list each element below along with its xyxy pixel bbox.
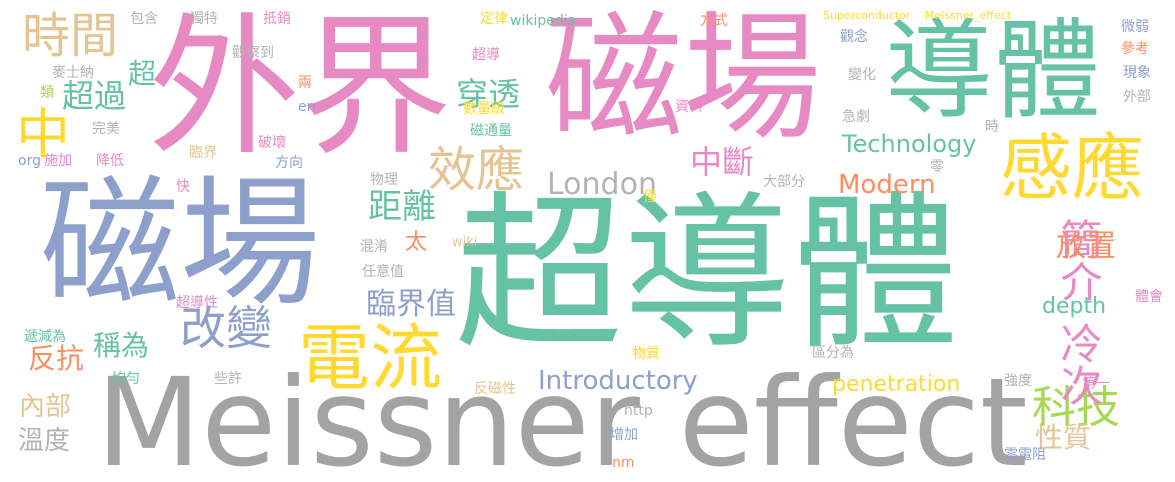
word: 稱為 [93,329,150,362]
word: 強度 [1004,373,1032,389]
word: 中 [16,103,70,166]
word: 微弱 [1121,19,1149,35]
word: 急劇 [842,109,870,125]
word: 遞減為 [24,329,66,345]
word: 電流 [298,316,443,400]
word: 定律 [480,11,508,27]
word: 臨界值 [366,287,456,322]
word: 超 [128,57,157,90]
word: 效應 [428,142,525,198]
word: 磁場 [40,163,321,326]
word: 外界 [148,0,452,176]
word: org [18,153,41,169]
word: 參考 [1121,41,1149,57]
word: 數量級 [463,101,505,117]
word: Introductory [538,366,698,396]
word: 施加 [44,153,72,169]
word: Superconductor [823,9,911,22]
word: 快 [176,179,190,195]
word: 增加 [610,427,638,443]
word: Modern [838,170,936,200]
word: 時間 [22,8,119,64]
word: wikipedia [510,13,577,29]
word: 距離 [368,187,436,227]
word: 反磁性 [474,381,516,397]
word: Meissner_effect [925,9,1012,22]
word: 物質 [632,346,660,362]
word: 混淆 [360,239,388,255]
word: 磁場 [545,0,822,159]
word: 溫度 [18,426,71,456]
word: 資料 [675,99,703,115]
word: 超導體 [455,176,959,372]
word: 方向 [275,155,303,171]
word: 性質 [1035,421,1092,454]
word: http [624,403,653,419]
word: 大部分 [763,174,805,190]
word: 冷次 [1054,322,1103,406]
word: 超過 [62,77,127,115]
word: 導體 [885,9,1102,134]
word: 放置 [1056,229,1116,264]
word: 第一 [1082,376,1110,392]
word: 方式 [700,13,728,29]
word: 獨特 [190,11,218,27]
word: 改變 [180,301,272,355]
word: 包含 [130,11,158,27]
word: 簡介 [1054,218,1103,302]
word: 體會 [1135,289,1163,305]
word: 區分為 [812,345,854,361]
word: nm [612,455,635,471]
word: 降低 [96,153,124,169]
word: 現象 [1123,65,1151,81]
word: 科技 [1032,382,1120,433]
word: 破壞 [258,135,286,151]
word: 均勻 [112,371,140,387]
word: 觀念 [840,29,868,45]
word: en [298,99,316,115]
word: 超導 [472,47,500,63]
word: 穿透 [456,75,521,113]
word: 臨界 [189,145,217,161]
word: 兩 [298,75,312,91]
word: 麥士納 [52,65,94,81]
word: wiki [452,235,478,250]
word: London [547,167,657,202]
word: 類 [40,85,54,101]
word: 太 [405,230,428,255]
word: 完美 [92,121,120,137]
word: 反抗 [28,342,85,375]
word: 時 [985,119,999,135]
word: 變化 [848,67,876,83]
word: 零電阻 [1004,447,1046,463]
word: penetration [832,372,961,397]
word: 內部 [19,392,72,422]
word: 觀察到 [232,45,274,61]
word: 些許 [214,371,242,387]
word: 僅 [643,189,657,205]
word: 中斷 [690,143,755,181]
word: depth [1042,294,1107,319]
word: Meissner effect [96,352,1028,482]
word: Technology [842,130,977,158]
word: 抵銷 [263,11,291,27]
word: 超導性 [176,295,218,311]
word: 物理 [370,172,398,188]
word: 外部 [1123,89,1151,105]
word: 磁通量 [470,123,512,139]
word: 感應 [1000,126,1145,210]
word: 零 [930,159,944,175]
word: 任意值 [362,264,404,280]
